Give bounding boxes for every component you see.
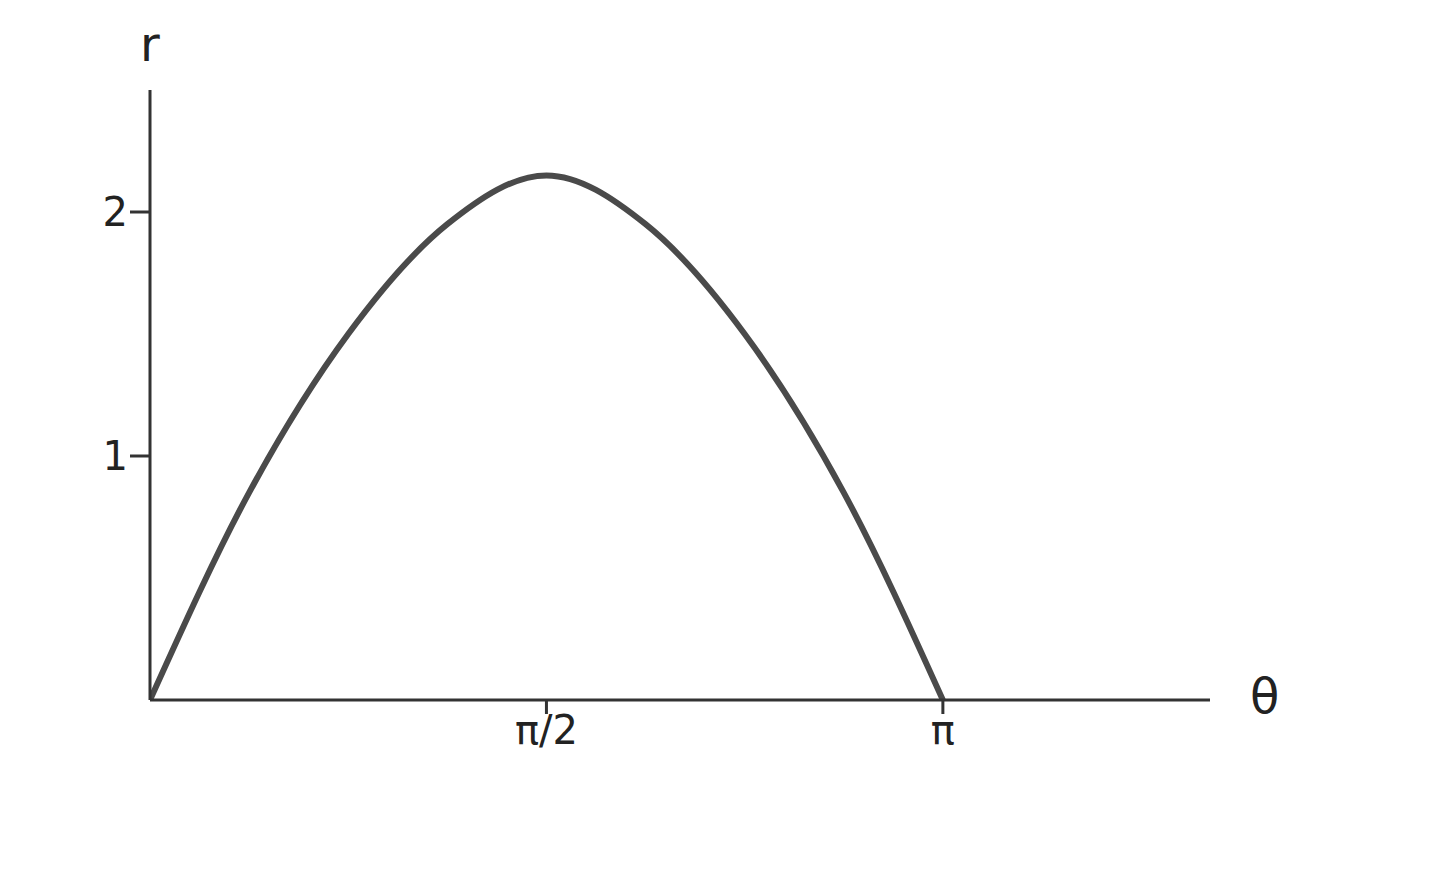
html-text:r: r <box>140 16 160 72</box>
svg-text:1: 1 <box>103 433 128 479</box>
svg-text:π: π <box>931 707 955 753</box>
svg-text:2: 2 <box>103 189 128 235</box>
html-text:θ: θ <box>1250 668 1280 724</box>
svg-text:π/2: π/2 <box>515 707 578 753</box>
